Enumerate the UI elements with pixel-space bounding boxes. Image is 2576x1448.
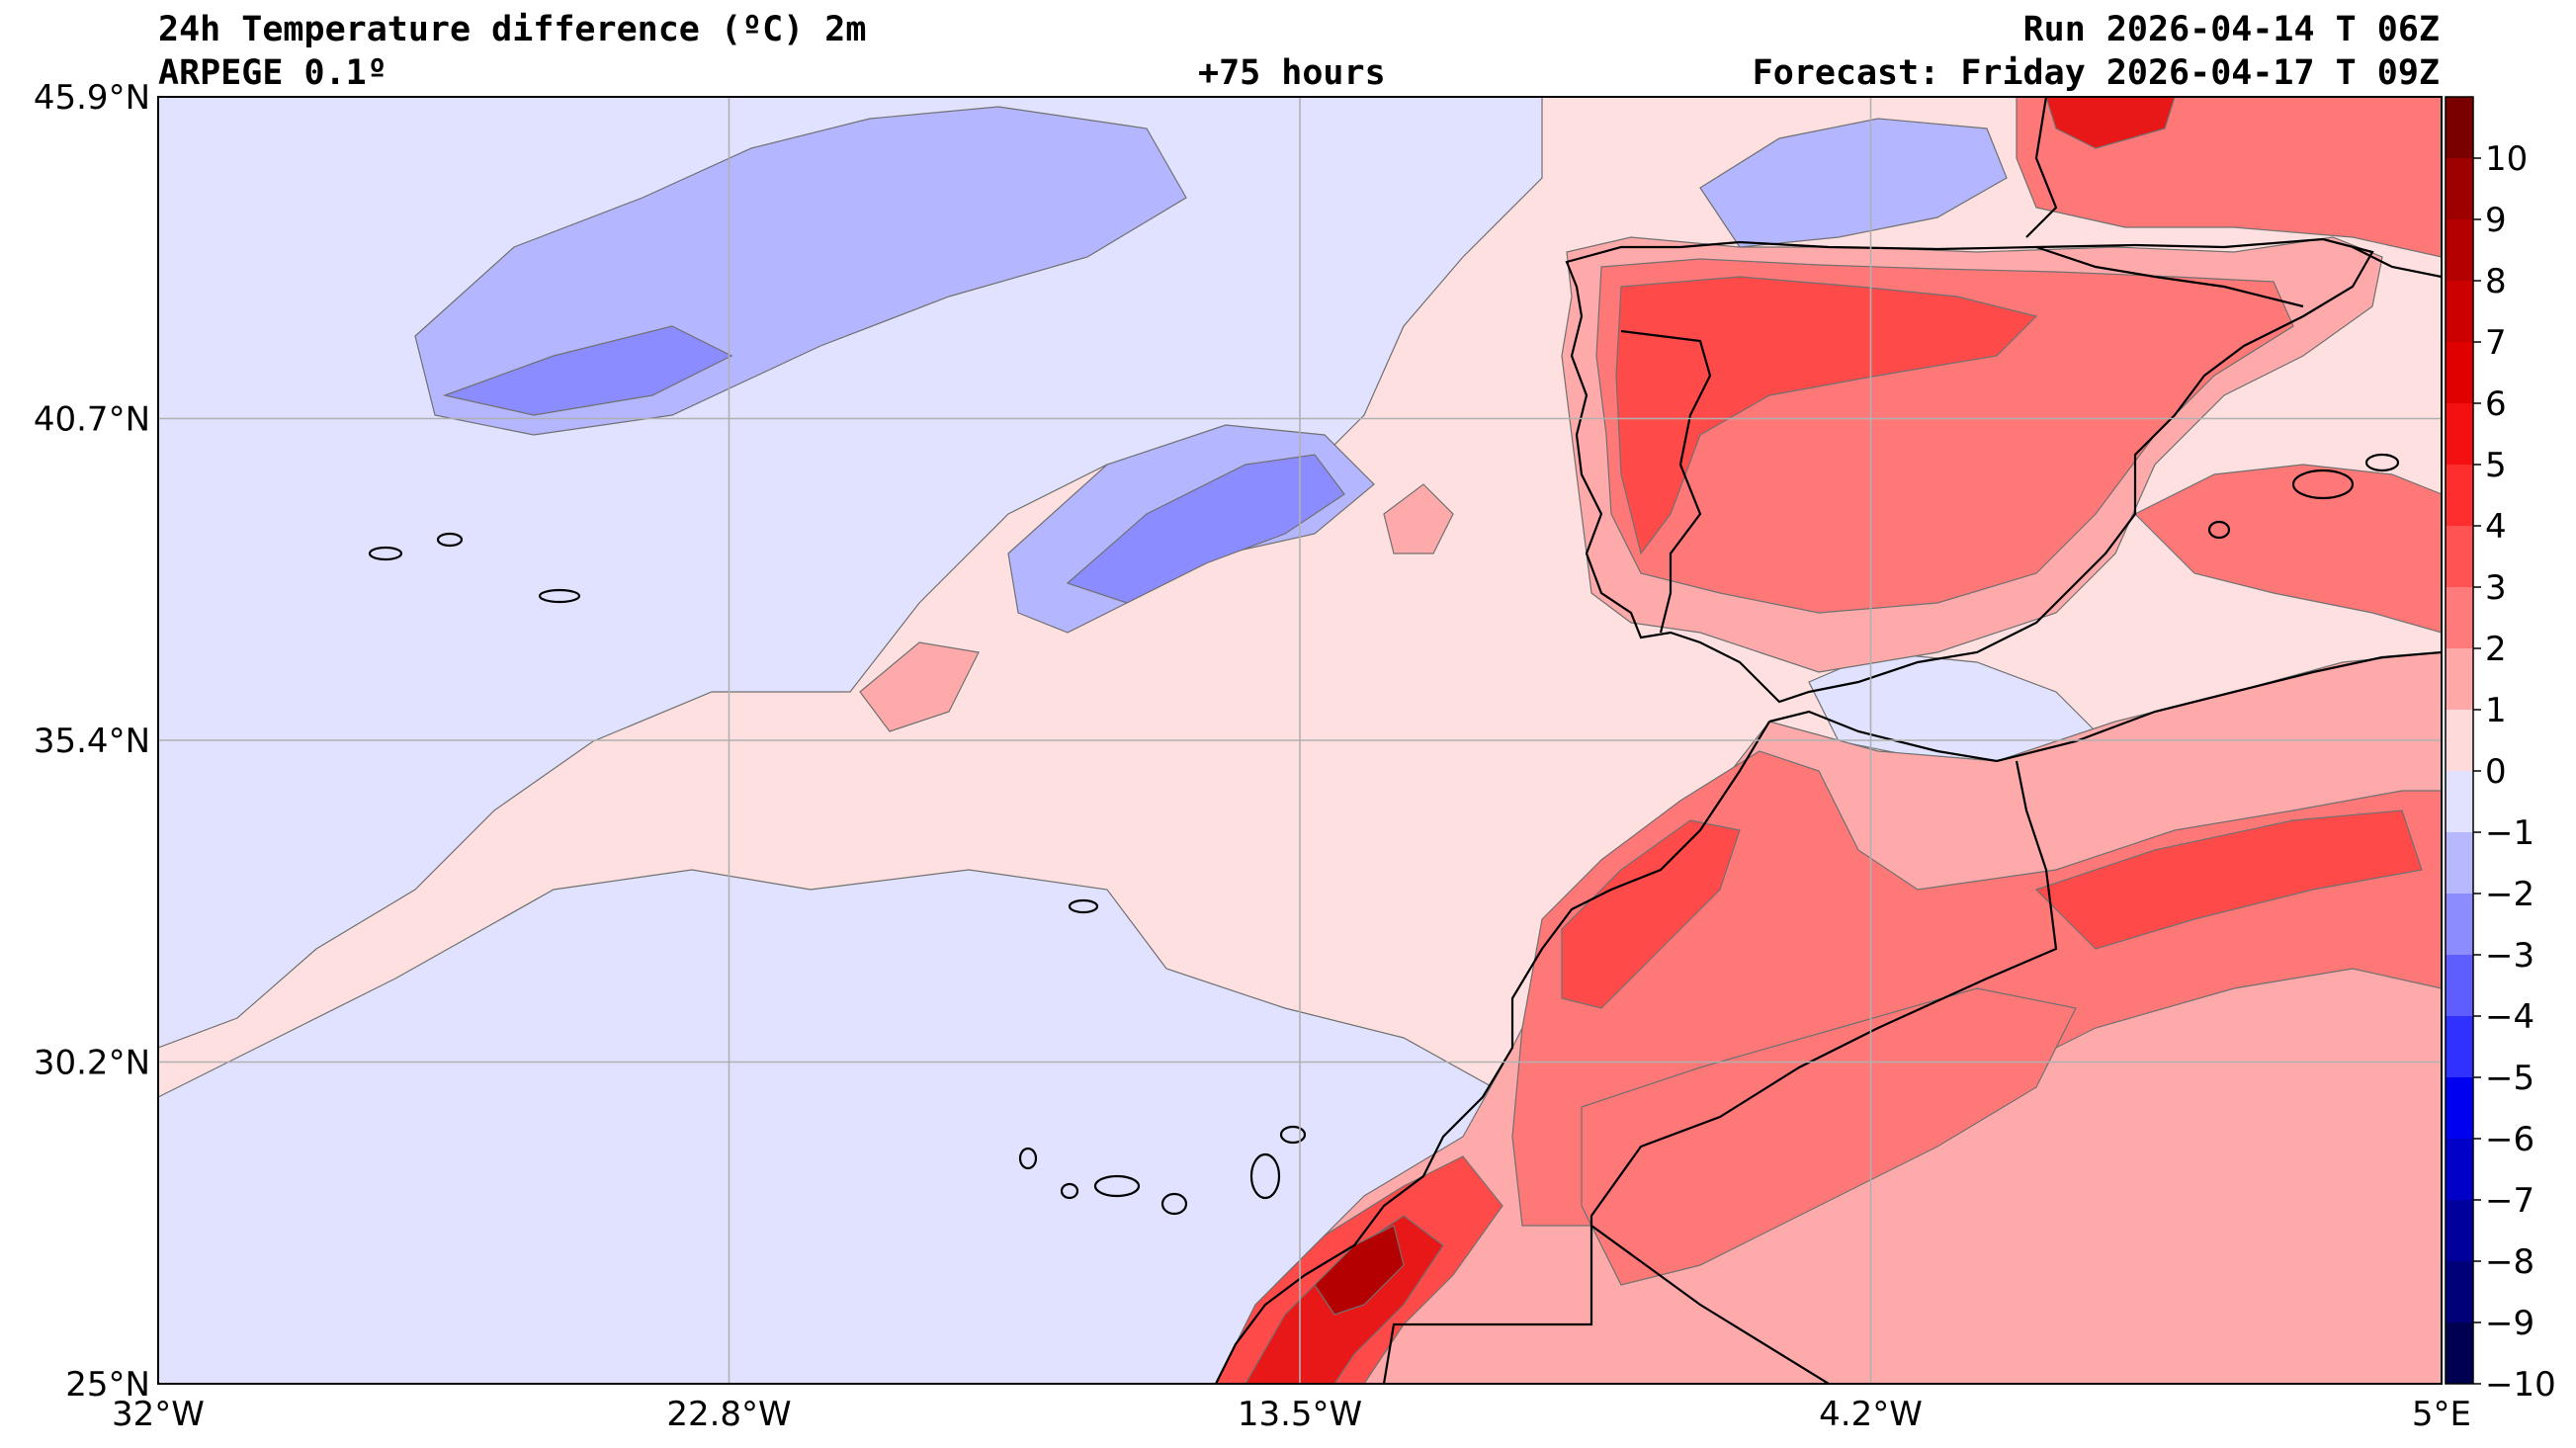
western-sahara-border bbox=[1590, 1225, 1830, 1384]
field-ocean-warm-spot bbox=[1383, 483, 1454, 554]
colorbar-label: −1 bbox=[2485, 813, 2534, 853]
field-northeast-hot bbox=[2045, 97, 2176, 149]
colorbar-label: −9 bbox=[2485, 1304, 2534, 1343]
colorbar-segment bbox=[2446, 1322, 2473, 1385]
azores-island bbox=[368, 546, 403, 561]
colorbar-segment bbox=[2446, 281, 2473, 343]
colorbar-label: −6 bbox=[2485, 1120, 2534, 1159]
colorbar-segment bbox=[2446, 832, 2473, 894]
canary-island bbox=[1160, 1192, 1188, 1216]
africa-coastline bbox=[1215, 650, 2442, 1384]
coastlines bbox=[368, 97, 2442, 1384]
colorbar-label: −3 bbox=[2485, 936, 2534, 976]
colorbar-segment bbox=[2446, 158, 2473, 220]
colorbar-label: 10 bbox=[2485, 139, 2528, 179]
colorbar-segment bbox=[2446, 1077, 2473, 1140]
colorbar-segment bbox=[2446, 955, 2473, 1017]
gridlines bbox=[158, 97, 2442, 1384]
colorbar-label: −7 bbox=[2485, 1181, 2534, 1221]
colorbar-label: 5 bbox=[2485, 446, 2507, 485]
longitude-label: 4.2°W bbox=[1819, 1395, 1923, 1434]
field-iberia-hot bbox=[1615, 276, 2038, 555]
map-title: 24h Temperature difference (ºC) 2m bbox=[158, 10, 867, 49]
colorbar-segment bbox=[2446, 342, 2473, 404]
azores-island bbox=[538, 588, 581, 604]
field-sardinia-warm bbox=[2133, 464, 2442, 634]
longitude-labels: 32°W 22.8°W 13.5°W 4.2°W 5°E bbox=[112, 1395, 2471, 1434]
colorbar-label: 6 bbox=[2485, 384, 2507, 424]
colorbar-label: 4 bbox=[2485, 507, 2507, 547]
colorbar-segment bbox=[2446, 648, 2473, 711]
portugal-spain-border bbox=[1620, 329, 1712, 634]
colorbar-label: −4 bbox=[2485, 997, 2534, 1037]
colorbar-label: −2 bbox=[2485, 875, 2534, 914]
longitude-label: 32°W bbox=[112, 1395, 205, 1434]
colorbar-segment bbox=[2446, 526, 2473, 588]
colorbar-label: 2 bbox=[2485, 630, 2507, 669]
colorbar-label: 3 bbox=[2485, 568, 2507, 608]
latitude-label: 25°N bbox=[65, 1365, 150, 1405]
colorbar-segment bbox=[2446, 771, 2473, 833]
colorbar-label: 1 bbox=[2485, 691, 2507, 730]
canary-island bbox=[1060, 1182, 1079, 1200]
field-sahara-hot bbox=[2034, 809, 2423, 950]
canary-island bbox=[1093, 1174, 1141, 1198]
canary-island bbox=[1279, 1125, 1307, 1145]
azores-island bbox=[436, 532, 464, 548]
mallorca-island bbox=[2207, 520, 2231, 540]
field-morocco-hot bbox=[1561, 819, 1741, 1009]
run-label: Run 2026-04-14 T 06Z bbox=[2022, 10, 2440, 49]
colorbar-segment bbox=[2446, 1261, 2473, 1323]
canary-island bbox=[1249, 1152, 1281, 1200]
france-spain-border bbox=[2035, 245, 2304, 308]
colorbar-label: −5 bbox=[2485, 1059, 2534, 1098]
colorbar-label: −8 bbox=[2485, 1242, 2534, 1282]
colorbar-label: 8 bbox=[2485, 262, 2507, 301]
colorbar-label: 0 bbox=[2485, 752, 2507, 792]
latitude-labels: 45.9°N 40.7°N 35.4°N 30.2°N 25°N bbox=[34, 78, 150, 1405]
colorbar-segment bbox=[2446, 894, 2473, 956]
colorbar-frame bbox=[2445, 96, 2474, 1385]
colorbar-segment bbox=[2446, 219, 2473, 282]
island bbox=[2364, 453, 2400, 472]
field-ocean-warm-spot bbox=[859, 641, 980, 732]
madeira-island bbox=[1068, 898, 1099, 914]
colorbar-segment bbox=[2446, 1016, 2473, 1078]
field-blue-patch-nw-core bbox=[442, 325, 733, 416]
latitude-label: 45.9°N bbox=[34, 78, 150, 118]
longitude-label: 22.8°W bbox=[666, 1395, 791, 1434]
colorbar-segment bbox=[2446, 587, 2473, 649]
forecast-label: Forecast: Friday 2026-04-17 T 09Z bbox=[1752, 53, 2440, 93]
iberia-coastline bbox=[1565, 237, 2374, 704]
colorbar-label: −10 bbox=[2485, 1365, 2556, 1405]
colorbar-label: 9 bbox=[2485, 201, 2507, 240]
colorbar-label: 7 bbox=[2485, 323, 2507, 363]
latitude-label: 40.7°N bbox=[34, 400, 150, 440]
colorbar-segment bbox=[2446, 710, 2473, 772]
longitude-label: 13.5°W bbox=[1238, 1395, 1362, 1434]
field-blue-patch-core bbox=[1066, 454, 1345, 604]
latitude-label: 35.4°N bbox=[34, 722, 150, 761]
colorbar-segment bbox=[2446, 1139, 2473, 1201]
latitude-label: 30.2°N bbox=[34, 1044, 150, 1083]
model-label: ARPEGE 0.1º bbox=[158, 53, 387, 93]
canary-island bbox=[1018, 1147, 1038, 1170]
sardinia-island bbox=[2291, 468, 2355, 500]
map-frame bbox=[157, 96, 2443, 1385]
longitude-label: 5°E bbox=[2412, 1395, 2471, 1434]
lead-time-label: +75 hours bbox=[1198, 53, 1386, 93]
colorbar-segment bbox=[2446, 403, 2473, 466]
colorbar-segment bbox=[2446, 465, 2473, 527]
colorbar-segment bbox=[2446, 97, 2473, 159]
france-coastline bbox=[2025, 97, 2442, 279]
colorbar-segment bbox=[2446, 1200, 2473, 1262]
morocco-algeria-border bbox=[1382, 760, 2058, 1384]
